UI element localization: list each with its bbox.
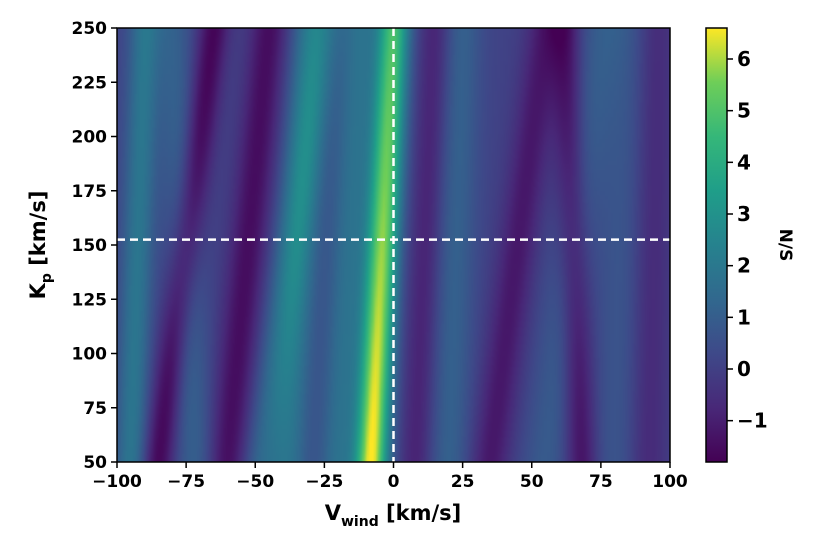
colorbar	[705, 27, 728, 463]
y-axis-label: Kp [km/s]	[26, 191, 55, 300]
y-tick-label: 200	[72, 128, 108, 148]
colorbar-tick-label: 5	[737, 99, 751, 123]
x-tick-label: 0	[388, 472, 400, 492]
colorbar-tick-label: 4	[737, 150, 751, 174]
y-axis-ticks: 50 75 100 125 150 175 200 225 250	[72, 19, 117, 473]
x-tick-label: −50	[236, 472, 274, 492]
y-tick-label: 225	[72, 73, 108, 93]
colorbar-tick-label: 0	[737, 357, 751, 381]
x-tick-label: −75	[167, 472, 205, 492]
y-tick-label: 250	[72, 19, 108, 39]
x-tick-label: −100	[92, 472, 142, 492]
x-tick-label: 50	[520, 472, 544, 492]
x-tick-label: 100	[652, 472, 688, 492]
crosshair	[117, 28, 670, 462]
colorbar-tick-label: 3	[737, 202, 751, 226]
colorbar-tick-label: 2	[737, 254, 751, 278]
x-axis-label: Vwind [km/s]	[325, 501, 462, 530]
colorbar-label: N/S	[775, 229, 795, 262]
x-tick-label: −25	[305, 472, 343, 492]
colorbar-tick-label: 1	[737, 305, 751, 329]
y-tick-label: 150	[72, 236, 108, 256]
y-tick-label: 100	[72, 345, 108, 365]
x-axis-ticks: −100 −75 −50 −25 0 25 50 75 100	[92, 462, 688, 492]
colorbar-tick-label: 6	[737, 47, 751, 71]
colorbar-tick-label: −1	[737, 409, 768, 433]
colorbar-ticks: −1 0 1 2 3 4 5 6	[727, 47, 768, 433]
x-tick-label: 75	[589, 472, 613, 492]
y-tick-label: 125	[72, 290, 108, 310]
x-tick-label: 25	[451, 472, 475, 492]
y-tick-label: 75	[83, 399, 107, 419]
y-tick-label: 50	[83, 453, 107, 473]
y-tick-label: 175	[72, 182, 108, 202]
